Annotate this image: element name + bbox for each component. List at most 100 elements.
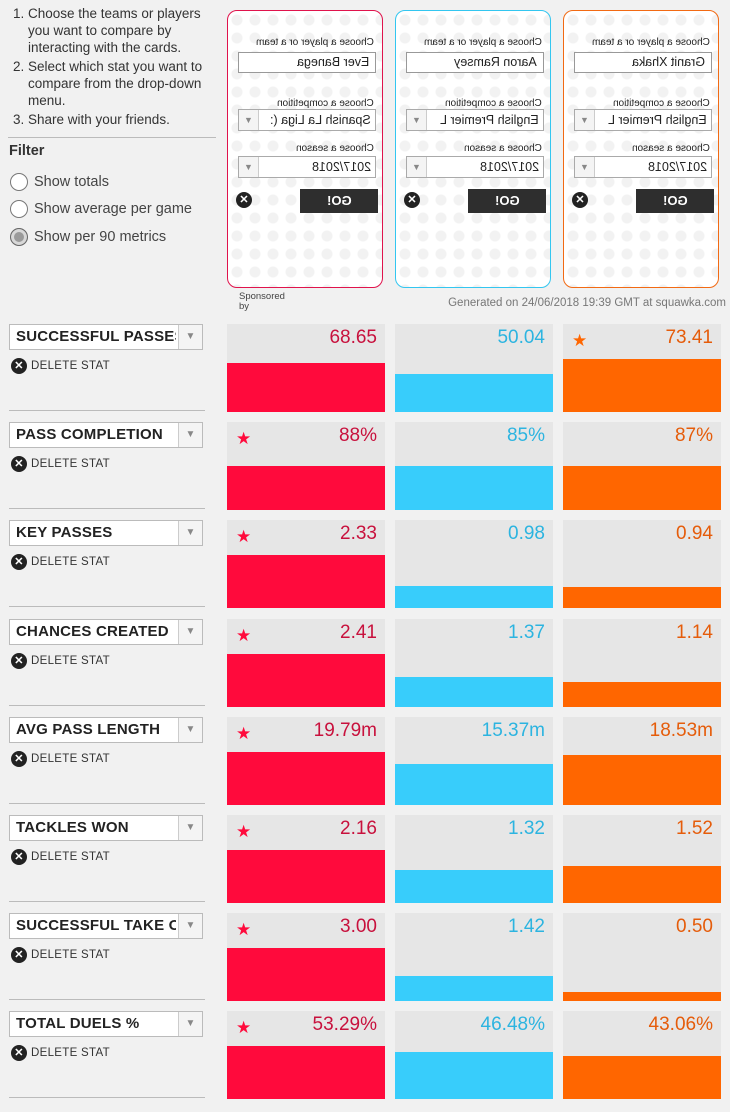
- stat-value: 85%: [506, 425, 545, 447]
- stat-value: 2.33: [340, 523, 377, 545]
- player-card[interactable]: Choose a player or a team Ever Banega Ch…: [227, 10, 383, 288]
- stat-value-cell: 46.48%: [395, 1011, 553, 1100]
- chevron-down-icon[interactable]: ▼: [178, 816, 202, 840]
- stat-select[interactable]: CHANCES CREATED ▼: [9, 618, 203, 645]
- chevron-down-icon[interactable]: ▼: [407, 157, 427, 177]
- stat-value-cell: 0.98: [395, 520, 553, 609]
- divider: [9, 410, 205, 411]
- player-card[interactable]: Choose a player or a team Granit Xhaka C…: [563, 10, 719, 288]
- divider: [9, 1097, 205, 1099]
- chevron-down-icon[interactable]: ▼: [178, 717, 202, 742]
- delete-stat-button[interactable]: ✕ DELETE STAT: [11, 358, 110, 374]
- player-input[interactable]: Granit Xhaka: [574, 52, 712, 73]
- stat-value-cell: 1.52: [563, 815, 721, 903]
- stat-value: 1.32: [508, 818, 545, 839]
- competition-select[interactable]: ▼ English Premier L: [574, 109, 712, 131]
- filter-option-label: Show average per game: [34, 201, 192, 217]
- stat-name: TACKLES WON: [16, 819, 129, 836]
- instruction-item: Choose the teams or players you want to …: [28, 5, 220, 56]
- stat-value-cell: 50.04: [395, 324, 553, 412]
- radio-button-selected[interactable]: [10, 228, 28, 246]
- stat-bar: [395, 763, 553, 805]
- chevron-down-icon[interactable]: ▼: [178, 325, 202, 349]
- stat-value-cell: 18.53m: [563, 716, 721, 805]
- chevron-down-icon[interactable]: ▼: [239, 157, 259, 177]
- chevron-down-icon[interactable]: ▼: [178, 619, 202, 644]
- stat-select[interactable]: TOTAL DUELS % ▼: [9, 1011, 203, 1038]
- divider: [9, 508, 205, 510]
- stat-row: TACKLES WON ▼ ✕ DELETE STAT ★ 2.16 1.32 …: [0, 815, 730, 913]
- season-select[interactable]: ▼ 2017/2018: [574, 156, 712, 178]
- stat-select[interactable]: PASS COMPLETION ▼: [9, 422, 203, 449]
- close-icon[interactable]: ✕: [404, 192, 420, 208]
- stat-select[interactable]: SUCCESSFUL PASSES ▼: [9, 324, 203, 350]
- stat-select[interactable]: AVG PASS LENGTH ▼: [9, 716, 203, 743]
- stat-name: SUCCESSFUL TAKE ONS: [16, 917, 176, 935]
- delete-stat-label: DELETE STAT: [31, 851, 110, 863]
- player-input[interactable]: Ever Banega: [238, 52, 376, 73]
- chevron-down-icon[interactable]: ▼: [178, 521, 202, 546]
- delete-stat-button[interactable]: ✕ DELETE STAT: [11, 947, 110, 964]
- stat-select[interactable]: TACKLES WON ▼: [9, 815, 203, 841]
- radio-button[interactable]: [10, 200, 28, 218]
- delete-stat-button[interactable]: ✕ DELETE STAT: [11, 1045, 110, 1062]
- close-icon[interactable]: ✕: [572, 192, 588, 208]
- stat-bar: [227, 653, 385, 707]
- stat-select[interactable]: SUCCESSFUL TAKE ONS ▼: [9, 913, 203, 940]
- delete-stat-button[interactable]: ✕ DELETE STAT: [11, 652, 110, 669]
- go-button[interactable]: GO!: [300, 189, 378, 213]
- chevron-down-icon[interactable]: ▼: [407, 110, 427, 130]
- go-button[interactable]: GO!: [636, 189, 714, 213]
- stat-bar: [395, 676, 553, 707]
- stat-value-cell: 1.37: [395, 618, 553, 707]
- stat-name: TOTAL DUELS %: [16, 1015, 140, 1033]
- stat-name: SUCCESSFUL PASSES: [16, 328, 176, 345]
- close-icon: ✕: [11, 750, 27, 767]
- star-icon: ★: [236, 723, 252, 743]
- delete-stat-button[interactable]: ✕ DELETE STAT: [11, 849, 110, 865]
- season-select[interactable]: ▼ 2017/2018: [238, 156, 376, 178]
- stat-value-cell: ★ 3.00: [227, 913, 385, 1002]
- chevron-down-icon[interactable]: ▼: [178, 1012, 202, 1037]
- delete-stat-button[interactable]: ✕ DELETE STAT: [11, 456, 110, 473]
- stat-row: SUCCESSFUL PASSES ▼ ✕ DELETE STAT 68.65 …: [0, 324, 730, 422]
- divider: [9, 606, 205, 608]
- player-field-label: Choose a player or a team: [424, 37, 542, 48]
- competition-select[interactable]: ▼ English Premier L: [406, 109, 544, 131]
- competition-select[interactable]: ▼ Spanish La Liga (:: [238, 109, 376, 131]
- stat-select[interactable]: KEY PASSES ▼: [9, 520, 203, 547]
- chevron-down-icon[interactable]: ▼: [575, 110, 595, 130]
- stat-value: 0.50: [676, 916, 713, 938]
- stat-value-cell: 43.06%: [563, 1011, 721, 1100]
- chevron-down-icon[interactable]: ▼: [575, 157, 595, 177]
- divider: [9, 901, 205, 902]
- chevron-down-icon[interactable]: ▼: [178, 423, 202, 448]
- stat-value: 53.29%: [312, 1014, 377, 1036]
- stat-bar: [563, 466, 721, 511]
- filter-option-per90[interactable]: Show per 90 metrics: [10, 228, 166, 246]
- close-icon: ✕: [11, 554, 27, 571]
- filter-option-totals[interactable]: Show totals: [10, 173, 109, 191]
- player-card[interactable]: Choose a player or a team Aaron Ramsey C…: [395, 10, 551, 288]
- close-icon: ✕: [11, 947, 27, 964]
- chevron-down-icon[interactable]: ▼: [239, 110, 259, 130]
- go-button[interactable]: GO!: [468, 189, 546, 213]
- stat-bar: [227, 363, 385, 412]
- stat-bar: [227, 751, 385, 805]
- season-select[interactable]: ▼ 2017/2018: [406, 156, 544, 178]
- star-icon: ★: [236, 527, 252, 547]
- stat-value: 1.14: [676, 621, 713, 643]
- stat-value: 3.00: [340, 916, 377, 938]
- filter-option-average[interactable]: Show average per game: [10, 200, 192, 218]
- close-icon[interactable]: ✕: [236, 192, 252, 208]
- stat-row: TOTAL DUELS % ▼ ✕ DELETE STAT ★ 53.29% 4…: [0, 1011, 730, 1109]
- delete-stat-button[interactable]: ✕ DELETE STAT: [11, 554, 110, 571]
- stat-name: CHANCES CREATED: [16, 622, 169, 640]
- stat-bar: [563, 359, 721, 412]
- stat-row: KEY PASSES ▼ ✕ DELETE STAT ★ 2.33 0.98 0…: [0, 520, 730, 618]
- delete-stat-button[interactable]: ✕ DELETE STAT: [11, 750, 110, 767]
- delete-stat-label: DELETE STAT: [31, 949, 110, 962]
- radio-button[interactable]: [10, 173, 28, 191]
- chevron-down-icon[interactable]: ▼: [178, 914, 202, 939]
- player-input[interactable]: Aaron Ramsey: [406, 52, 544, 73]
